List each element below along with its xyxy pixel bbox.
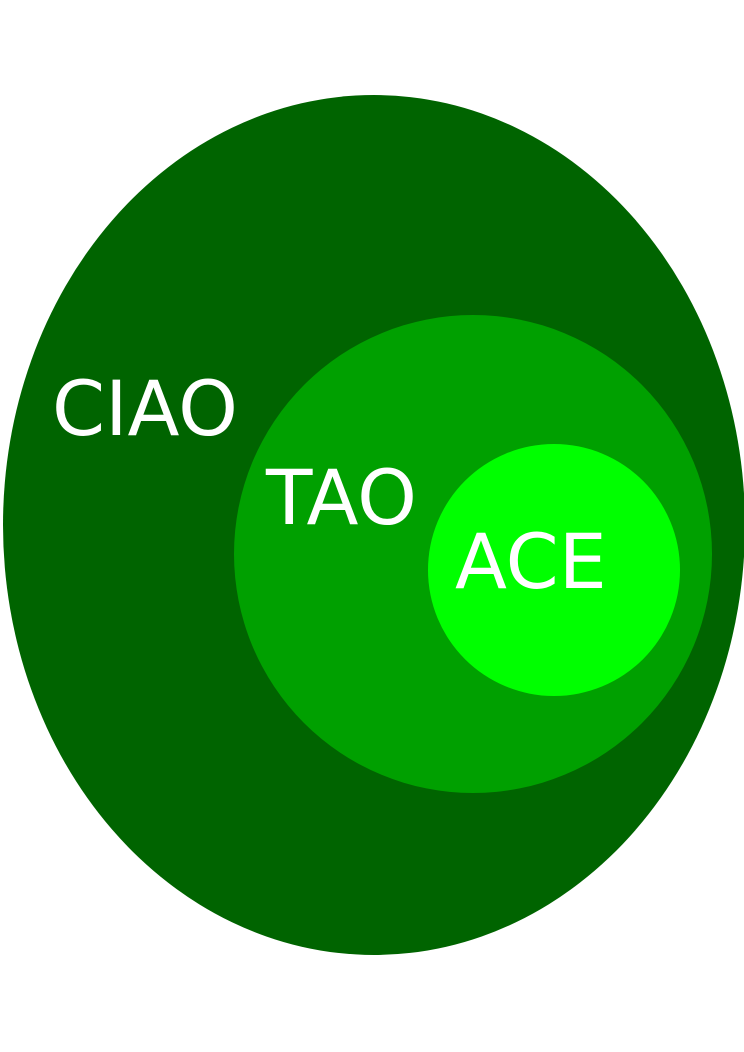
- inner-set-circle: [428, 444, 680, 696]
- outer-set-label: CIAO: [52, 364, 238, 453]
- middle-set-label: TAO: [265, 453, 417, 542]
- inner-set-label: ACE: [455, 517, 607, 606]
